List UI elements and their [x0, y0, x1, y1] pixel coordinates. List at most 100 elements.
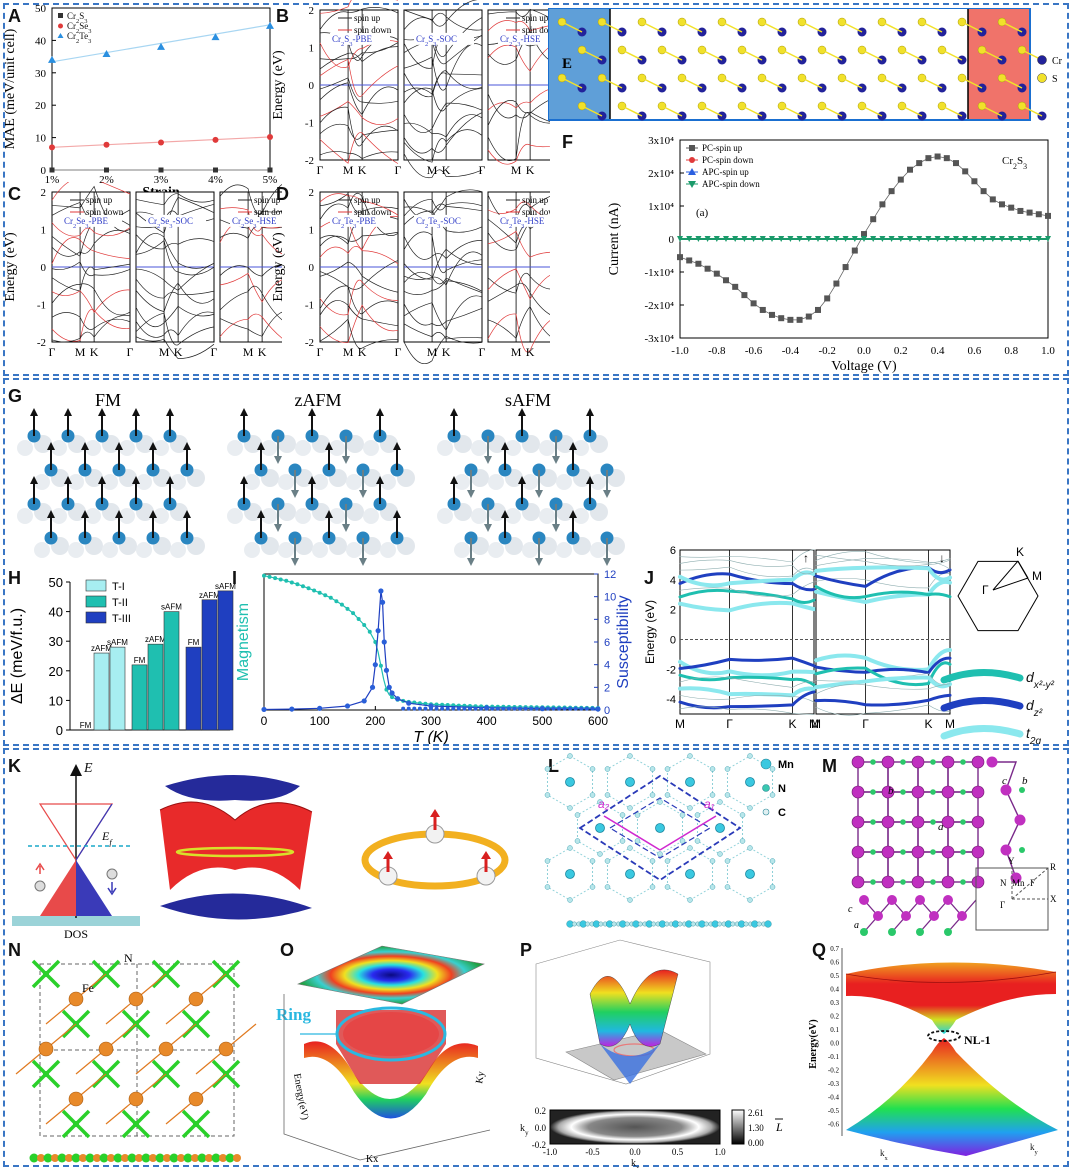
- data-point: [369, 684, 376, 690]
- bond: [661, 49, 683, 61]
- spin-arrowhead: [552, 456, 560, 464]
- spin-arrowhead: [98, 476, 106, 484]
- data-point: [395, 696, 401, 702]
- side-atom: [71, 1153, 81, 1163]
- spin-arrowhead: [359, 558, 367, 566]
- mn-atom: [929, 911, 939, 921]
- c-atom: [657, 851, 663, 857]
- band-line: [219, 264, 282, 277]
- mn-atom: [851, 785, 865, 799]
- anion-atom: [346, 474, 362, 490]
- band-line: [679, 566, 815, 578]
- ring-interior: [343, 1012, 439, 1056]
- side-atom: [572, 921, 577, 927]
- anion-atom: [244, 542, 260, 558]
- data-point: [907, 166, 913, 173]
- band-line: [403, 235, 483, 260]
- data-point: [562, 706, 567, 711]
- legend-swatch: [940, 696, 1024, 712]
- c-atom: [589, 792, 596, 798]
- c-atom: [649, 766, 656, 772]
- n-bond: [151, 959, 168, 976]
- side-atom: [155, 1153, 165, 1163]
- band-line: [487, 306, 550, 340]
- config-title: FM: [95, 390, 121, 410]
- data-point: [312, 588, 317, 593]
- data-point: [484, 706, 489, 711]
- mn-atom: [911, 845, 925, 859]
- data-point: [103, 141, 110, 148]
- side-atom: [113, 1153, 123, 1163]
- band-line: [135, 312, 215, 346]
- data-point: [842, 236, 849, 242]
- n-atom: [900, 789, 906, 795]
- k-point-label: Γ: [395, 345, 402, 359]
- band-line: [815, 683, 951, 695]
- label-bg: [62, 214, 122, 227]
- legend-marker: [58, 23, 63, 29]
- axis-c-lower: c: [848, 904, 853, 915]
- anion-atom: [261, 508, 277, 524]
- side-atom: [121, 1154, 129, 1162]
- data-point: [545, 706, 550, 711]
- mn-atom: [625, 777, 635, 787]
- c-atom: [709, 858, 716, 864]
- spin-arrowhead: [291, 558, 299, 566]
- n-atom: [870, 789, 876, 795]
- c-atom: [604, 884, 611, 890]
- n-bond: [134, 1122, 151, 1139]
- side-atom: [135, 1154, 143, 1162]
- data-point: [317, 590, 322, 595]
- data-point: [306, 586, 311, 591]
- susceptibility-line: [263, 590, 599, 711]
- bar-label: sAFM: [215, 582, 236, 591]
- mn-atom: [851, 875, 865, 889]
- band-line: [135, 233, 215, 269]
- k-point-label: Γ: [479, 345, 486, 359]
- legend-marker: [689, 145, 695, 151]
- y-tick-label: 2x10⁴: [648, 168, 674, 180]
- anion-atom: [454, 542, 470, 558]
- band-line: [814, 565, 952, 582]
- n-bond: [211, 1059, 228, 1076]
- band-line: [403, 129, 483, 163]
- band-line: [319, 42, 399, 60]
- legend-swatch: [85, 579, 107, 592]
- data-point: [769, 311, 775, 318]
- band-line: [403, 323, 483, 340]
- c-atom: [724, 792, 731, 798]
- k-point-label: Γ: [862, 717, 869, 731]
- data-point: [273, 576, 278, 581]
- bond: [881, 21, 903, 33]
- anion-atom: [153, 440, 169, 456]
- bond: [1001, 21, 1023, 33]
- lower-cone: [846, 1038, 1058, 1156]
- bond: [561, 21, 583, 33]
- n-bond: [224, 1072, 241, 1089]
- mn-atom: [986, 756, 998, 768]
- mn-atom: [715, 823, 725, 833]
- upper-cone: [846, 962, 1056, 1034]
- z-axis-label: Energy(eV): [808, 1019, 819, 1068]
- anion-atom: [380, 542, 396, 558]
- data-point: [295, 582, 300, 587]
- spin-arrowhead: [569, 442, 577, 450]
- bond: [761, 21, 783, 33]
- data-point: [1045, 212, 1051, 219]
- k-point-label: M: [343, 345, 354, 359]
- c-atom: [627, 805, 633, 811]
- bar-label: zAFM: [145, 635, 166, 644]
- data-point: [953, 236, 959, 242]
- data-point: [317, 705, 323, 711]
- ring-label: Ring: [276, 1005, 311, 1024]
- y-tick-label: 1: [309, 225, 315, 237]
- data-point: [750, 300, 757, 307]
- legend-label: T-III: [112, 613, 131, 625]
- z-tick-label: 0.7: [830, 945, 839, 953]
- band-line: [319, 192, 399, 236]
- data-point: [916, 236, 923, 242]
- spin-arrowhead: [81, 442, 89, 450]
- y-tick-label-right: 0: [604, 705, 610, 717]
- bond: [801, 77, 823, 89]
